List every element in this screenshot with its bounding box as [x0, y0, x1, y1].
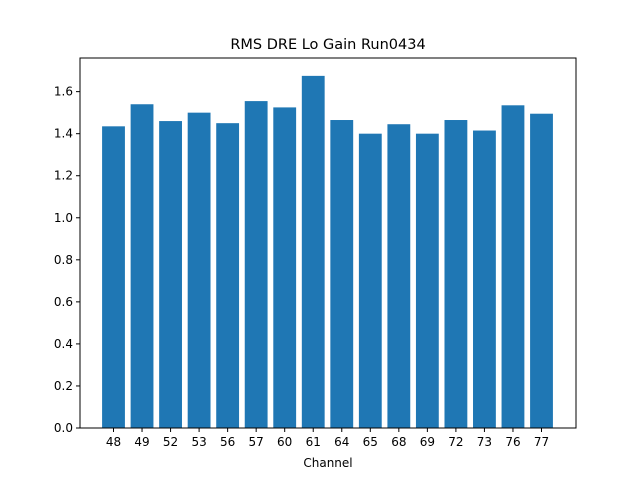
x-tick-label-69: 69: [420, 435, 435, 449]
x-tick-label-52: 52: [163, 435, 178, 449]
chart-title: RMS DRE Lo Gain Run0434: [230, 37, 425, 53]
x-tick-label-76: 76: [505, 435, 520, 449]
bar-68: [387, 124, 411, 428]
bar-64: [330, 120, 354, 429]
bars-group: [102, 75, 553, 429]
x-tick-label-68: 68: [391, 435, 406, 449]
bar-53: [187, 112, 211, 428]
y-tick-label-0.6: 0.6: [54, 295, 73, 309]
bar-56: [216, 123, 240, 429]
bar-72: [444, 120, 468, 429]
x-tick-label-60: 60: [277, 435, 292, 449]
y-tick-label-1.2: 1.2: [54, 169, 73, 183]
x-tick-label-73: 73: [477, 435, 492, 449]
x-tick-label-48: 48: [106, 435, 121, 449]
x-tick-label-61: 61: [306, 435, 321, 449]
x-tick-label-64: 64: [334, 435, 349, 449]
x-tick-label-72: 72: [448, 435, 463, 449]
x-tick-label-53: 53: [191, 435, 206, 449]
bar-49: [130, 104, 154, 428]
x-tick-label-57: 57: [249, 435, 264, 449]
bar-65: [358, 133, 382, 428]
bar-61: [301, 75, 325, 429]
plot-frame: [79, 57, 577, 429]
y-axis: 0.0 0.2 0.4 0.6 0.8 1.0 1.2 1.4 1.6: [54, 85, 80, 435]
bar-48: [102, 126, 125, 428]
bar-52: [159, 121, 182, 428]
bar-57: [244, 101, 268, 428]
y-tick-label-0.8: 0.8: [54, 253, 73, 267]
x-tick-label-77: 77: [534, 435, 549, 449]
bar-76: [501, 105, 525, 429]
x-axis: 48 49 52 53 56 57 60 61 64 65 68 69 72 73 76 77: [106, 428, 549, 449]
y-tick-label-1.6: 1.6: [54, 85, 73, 99]
x-tick-label-65: 65: [363, 435, 378, 449]
y-tick-label-1.0: 1.0: [54, 211, 73, 225]
y-tick-label-0.0: 0.0: [54, 421, 73, 435]
x-axis-label: Channel: [303, 456, 352, 470]
bar-69: [415, 133, 439, 428]
y-tick-label-1.4: 1.4: [54, 127, 73, 141]
bar-60: [273, 107, 297, 429]
x-tick-label-49: 49: [134, 435, 149, 449]
x-tick-label-56: 56: [220, 435, 235, 449]
bar-73: [473, 130, 496, 428]
y-tick-label-0.4: 0.4: [54, 337, 73, 351]
y-tick-label-0.2: 0.2: [54, 379, 73, 393]
bar-77: [530, 113, 553, 429]
